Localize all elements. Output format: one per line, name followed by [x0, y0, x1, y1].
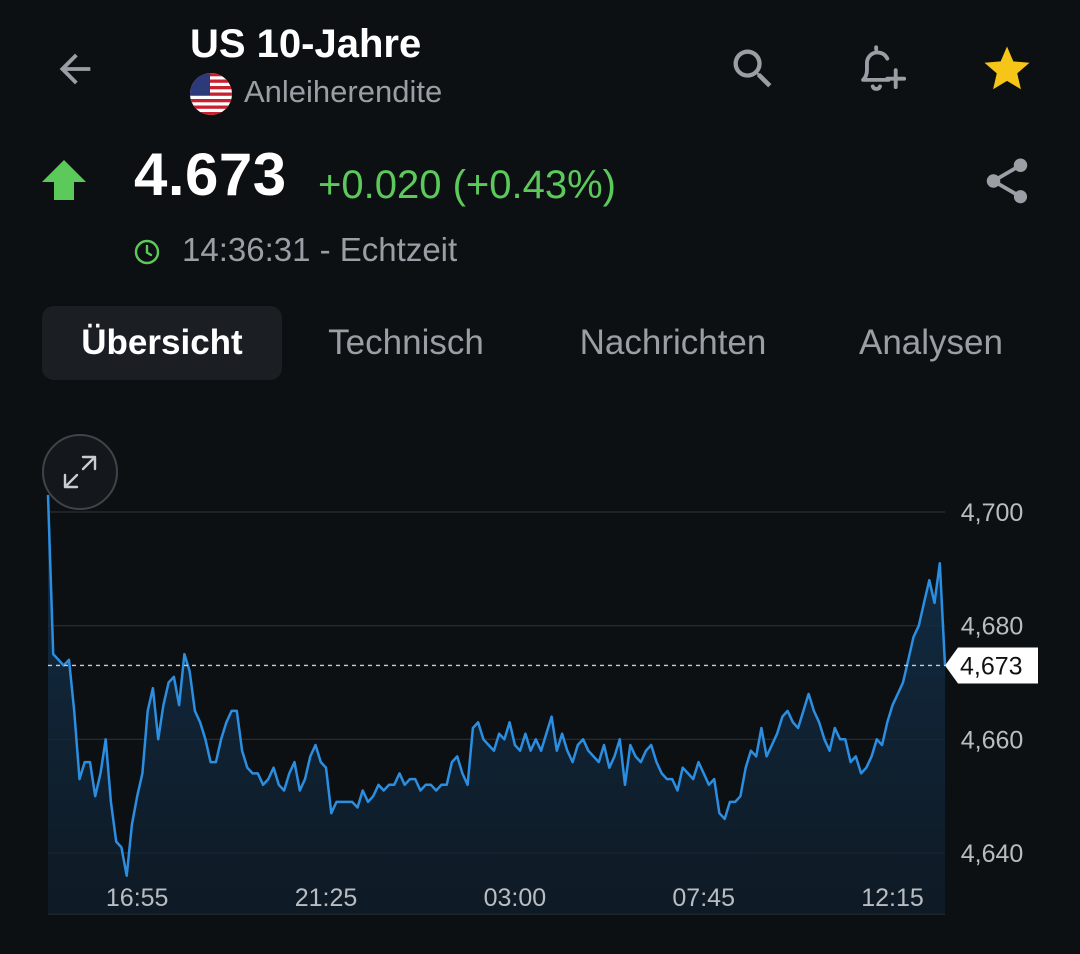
y-tick-label: 4,680 [961, 613, 1024, 641]
share-button[interactable] [976, 150, 1038, 212]
price-value: 4.673 [134, 141, 287, 208]
price-chart[interactable]: 4,700 4,680 4,660 4,640 16:55 21:25 03:00 07:4… [0, 480, 1080, 954]
expand-chart-button[interactable] [42, 434, 118, 510]
y-tick-label: 4,640 [961, 840, 1024, 868]
x-tick-label: 16:55 [106, 884, 169, 912]
x-tick-label: 12:15 [861, 884, 924, 912]
instrument-subtitle: Anleiherendite [244, 74, 443, 109]
arrow-left-icon [59, 53, 91, 85]
back-button[interactable] [46, 40, 104, 98]
tab-technisch[interactable]: Technisch [328, 323, 484, 362]
chart-area-fill [48, 494, 945, 914]
quote-timestamp: 14:36:31 - Echtzeit [182, 231, 458, 268]
search-button[interactable] [722, 38, 784, 100]
price-change: +0.020 (+0.43%) [318, 163, 616, 207]
expand-icon [63, 455, 97, 489]
current-price-tag: 4,673 [945, 647, 1038, 684]
y-tick-label: 4,660 [961, 726, 1024, 754]
up-arrow-icon [40, 158, 88, 207]
instrument-title: US 10-Jahre [190, 22, 422, 66]
current-price-label: 4,673 [960, 652, 1023, 680]
favorite-button[interactable] [976, 38, 1038, 100]
star-icon [984, 46, 1030, 90]
share-icon [986, 158, 1028, 204]
add-alert-button[interactable] [848, 38, 912, 100]
tab-uebersicht[interactable]: Übersicht [42, 306, 282, 380]
chart-price-line [46, 494, 947, 877]
tab-nachrichten[interactable]: Nachrichten [579, 323, 767, 362]
x-tick-label: 03:00 [484, 884, 547, 912]
tab-analysen[interactable]: Analysen [859, 323, 1003, 362]
bell-plus-icon [861, 45, 907, 91]
y-tick-label: 4,700 [961, 499, 1024, 527]
search-icon [733, 49, 772, 88]
us-flag-icon [190, 73, 232, 115]
x-tick-label: 21:25 [295, 884, 358, 912]
clock-icon [133, 238, 161, 271]
x-tick-label: 07:45 [672, 884, 735, 912]
